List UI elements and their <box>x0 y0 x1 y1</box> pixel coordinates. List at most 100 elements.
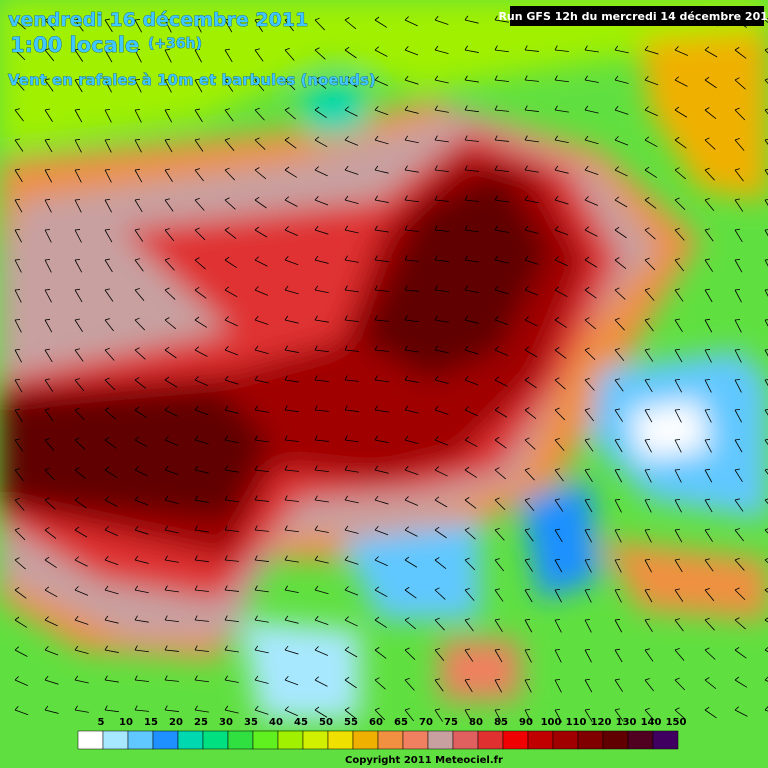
wind-barb <box>134 79 142 93</box>
wind-barb-tick <box>494 588 500 591</box>
wind-barb-tick <box>254 256 259 261</box>
wind-barb <box>464 619 474 632</box>
wind-barb-tick <box>74 496 80 501</box>
wind-barb-tick <box>764 587 768 591</box>
wind-barb-tick <box>464 45 468 51</box>
wind-barb-tick <box>704 258 710 261</box>
wind-barb <box>524 289 539 296</box>
wind-barb <box>704 49 718 58</box>
wind-barb-tick <box>224 346 229 351</box>
wind-barb <box>674 109 688 118</box>
wind-barb <box>254 499 269 502</box>
wind-barb-tick <box>224 645 228 651</box>
wind-barb-tick <box>434 285 438 291</box>
wind-barb <box>494 49 509 53</box>
wind-barb-tick <box>374 46 380 51</box>
wind-barb-tick <box>434 526 440 531</box>
wind-barb <box>104 229 113 243</box>
wind-barb <box>674 229 685 241</box>
wind-barb <box>254 169 267 180</box>
wind-barb <box>434 409 449 415</box>
wind-barb <box>374 469 389 474</box>
wind-barb-tick <box>44 289 51 291</box>
wind-barb <box>104 49 113 63</box>
wind-barb <box>254 589 269 593</box>
wind-barb-tick <box>644 318 650 321</box>
wind-barb <box>104 529 118 536</box>
wind-field <box>0 0 768 730</box>
wind-barb <box>644 109 658 117</box>
wind-barb-tick <box>164 436 169 441</box>
wind-barb <box>734 319 742 333</box>
wind-barb <box>674 139 687 149</box>
wind-barb <box>434 109 449 113</box>
wind-barb <box>404 679 415 691</box>
wind-barb-tick <box>524 679 531 681</box>
wind-barb-tick <box>314 106 320 111</box>
wind-barb <box>524 349 538 358</box>
wind-barb-tick <box>254 286 259 291</box>
wind-barb <box>554 199 569 205</box>
wind-barb-tick <box>194 376 199 381</box>
wind-barb <box>134 679 149 682</box>
wind-barb <box>464 19 479 24</box>
wind-barb-tick <box>584 105 589 111</box>
wind-barb-tick <box>74 258 81 261</box>
wind-barb <box>14 79 25 91</box>
legend-swatch <box>502 730 529 750</box>
wind-barb-tick <box>734 198 740 201</box>
wind-barb-tick <box>434 466 439 471</box>
wind-barb <box>314 709 328 718</box>
wind-barb-tick <box>584 708 590 711</box>
wind-barb <box>584 679 593 693</box>
wind-barb-tick <box>614 468 621 471</box>
wind-barb-tick <box>14 138 20 141</box>
wind-barb <box>674 499 682 513</box>
wind-barb-tick <box>344 555 349 561</box>
wind-barb <box>14 259 22 273</box>
wind-barb-tick <box>674 588 680 591</box>
wind-barb-tick <box>164 168 170 171</box>
wind-barb-tick <box>464 75 468 81</box>
wind-barb-tick <box>524 346 530 351</box>
wind-barb <box>44 409 54 422</box>
wind-barb <box>434 439 449 446</box>
wind-barb <box>374 529 389 536</box>
wind-barb <box>404 109 419 114</box>
wind-barb-tick <box>104 258 110 261</box>
wind-barb-tick <box>584 45 588 51</box>
wind-barb <box>224 289 238 298</box>
wind-barb-tick <box>374 435 379 441</box>
wind-barb <box>554 79 569 83</box>
wind-barb-tick <box>134 705 138 711</box>
wind-barb-tick <box>374 135 379 141</box>
wind-barb-tick <box>704 409 711 411</box>
wind-barb-tick <box>644 45 649 51</box>
wind-barb-tick <box>524 498 530 501</box>
wind-barb <box>284 409 299 413</box>
wind-barb <box>494 319 509 325</box>
wind-barb-tick <box>14 108 20 111</box>
wind-barb-tick <box>104 436 110 441</box>
wind-barb <box>704 79 717 89</box>
wind-barb-tick <box>674 499 681 501</box>
wind-barb-tick <box>254 495 258 501</box>
wind-barb-tick <box>644 408 651 411</box>
wind-barb <box>404 439 419 445</box>
wind-barb <box>314 529 329 533</box>
wind-barb <box>494 409 508 418</box>
wind-barb-tick <box>44 48 50 51</box>
wind-barb <box>104 319 114 332</box>
wind-barb-tick <box>674 197 680 201</box>
wind-barb-tick <box>194 48 201 51</box>
wind-barb <box>494 79 509 82</box>
wind-barb <box>524 49 539 52</box>
wind-barb-tick <box>374 285 378 291</box>
wind-barb <box>314 49 326 60</box>
wind-barb <box>644 469 652 483</box>
wind-barb <box>74 649 89 655</box>
wind-barb-tick <box>524 75 528 81</box>
wind-barb <box>254 679 269 684</box>
wind-barb <box>374 709 386 721</box>
